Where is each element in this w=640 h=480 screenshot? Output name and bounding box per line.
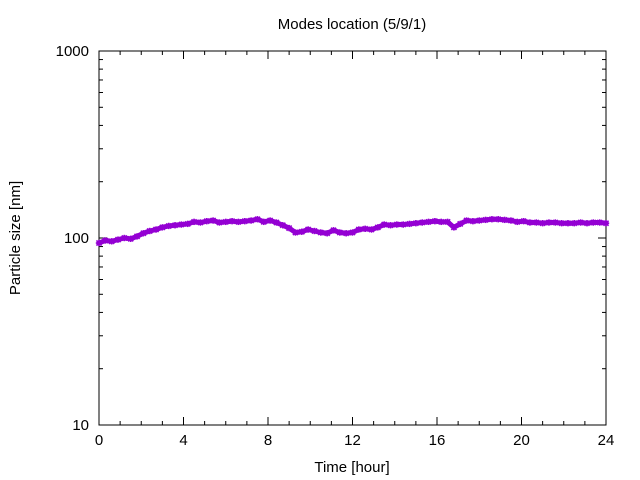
x-tick-label: 24 (598, 432, 615, 449)
chart-title: Modes location (5/9/1) (278, 16, 426, 33)
x-tick-label: 16 (429, 432, 446, 449)
plot-frame (98, 50, 607, 426)
axis-ticks (98, 50, 607, 426)
x-tick-label: 8 (264, 432, 272, 449)
x-tick-label: 20 (513, 432, 530, 449)
data-series (95, 216, 610, 247)
x-tick-label: 4 (179, 432, 187, 449)
y-tick-label: 1000 (56, 43, 89, 60)
y-tick-label: 100 (64, 230, 89, 247)
x-tick-label: 0 (95, 432, 103, 449)
y-tick-label: 10 (72, 417, 89, 434)
x-tick-label: 12 (344, 432, 361, 449)
series-segment (597, 220, 609, 226)
y-axis-label: Particle size [nm] (7, 181, 24, 295)
x-axis-label: Time [hour] (314, 459, 389, 476)
tick-labels: 0 4 8 12 16 20 24 10 100 1000 (56, 43, 615, 449)
